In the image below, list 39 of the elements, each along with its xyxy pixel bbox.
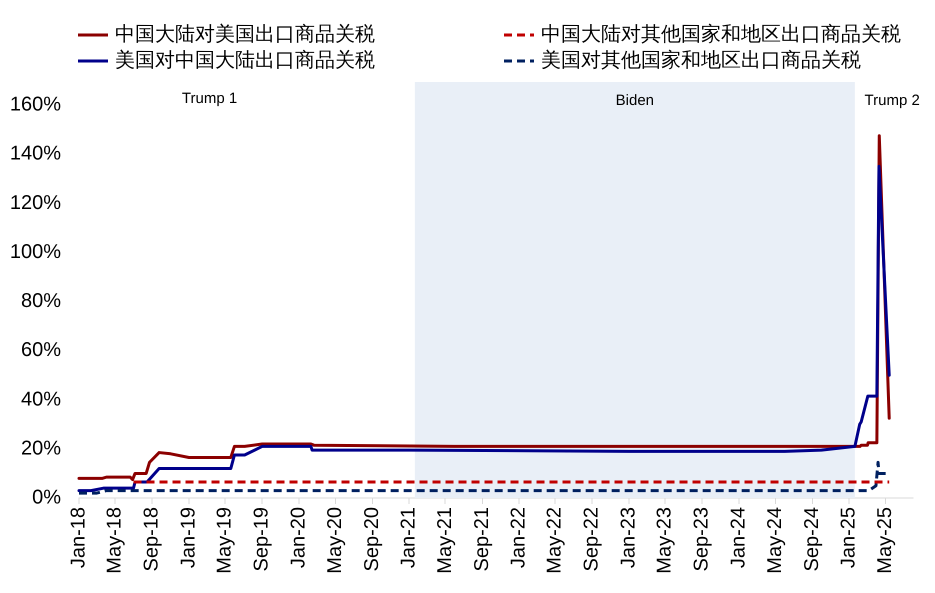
x-tick-label: Jan-20 [287, 507, 310, 568]
x-tick-label: Jan-21 [398, 507, 420, 568]
annotation: Trump 1 [182, 90, 238, 108]
x-tick-label: May-20 [324, 507, 346, 574]
legend-label: 美国对中国大陆出口商品关税 [115, 48, 375, 72]
y-tick-label: 0% [32, 486, 62, 509]
y-tick-label: 60% [20, 339, 62, 362]
x-tick-label: Sep-24 [800, 507, 823, 572]
x-tick-label: May-22 [544, 507, 566, 574]
x-tick-label: May-24 [764, 507, 786, 574]
annotation: Trump 2 [864, 92, 920, 110]
y-tick-label: 80% [20, 290, 62, 312]
x-tick-label: May-23 [654, 507, 676, 574]
x-tick-label: May-21 [434, 507, 456, 574]
x-tick-label: May-25 [874, 507, 896, 574]
band-label: Biden [616, 92, 654, 110]
x-tick-label: Sep-22 [580, 507, 603, 572]
x-tick-label: Sep-23 [690, 507, 713, 572]
legend-label: 美国对其他国家和地区出口商品关税 [541, 48, 861, 72]
legend-label: 中国大陆对美国出口商品关税 [115, 22, 375, 46]
x-tick-label: Jan-25 [838, 507, 860, 568]
x-tick-label: Sep-21 [470, 507, 493, 572]
y-tick-label: 140% [10, 142, 62, 165]
x-tick-label: Jan-24 [727, 507, 750, 568]
x-tick-label: Jan-18 [68, 507, 90, 568]
y-tick-label: 40% [20, 388, 62, 410]
y-tick-label: 120% [10, 192, 62, 214]
x-tick-label: Jan-23 [617, 507, 640, 568]
y-tick-label: 100% [10, 240, 62, 263]
x-tick-label: May-19 [214, 507, 236, 574]
legend-label: 中国大陆对其他国家和地区出口商品关税 [541, 24, 901, 46]
y-tick-label: 160% [10, 94, 62, 116]
x-tick-label: May-18 [104, 507, 126, 574]
x-tick-label: Jan-22 [508, 507, 530, 568]
y-tick-label: 20% [20, 437, 62, 460]
x-tick-label: Sep-20 [360, 507, 383, 572]
x-tick-label: Sep-18 [140, 507, 163, 572]
x-tick-label: Jan-19 [177, 507, 200, 568]
x-tick-label: Sep-19 [250, 507, 273, 572]
